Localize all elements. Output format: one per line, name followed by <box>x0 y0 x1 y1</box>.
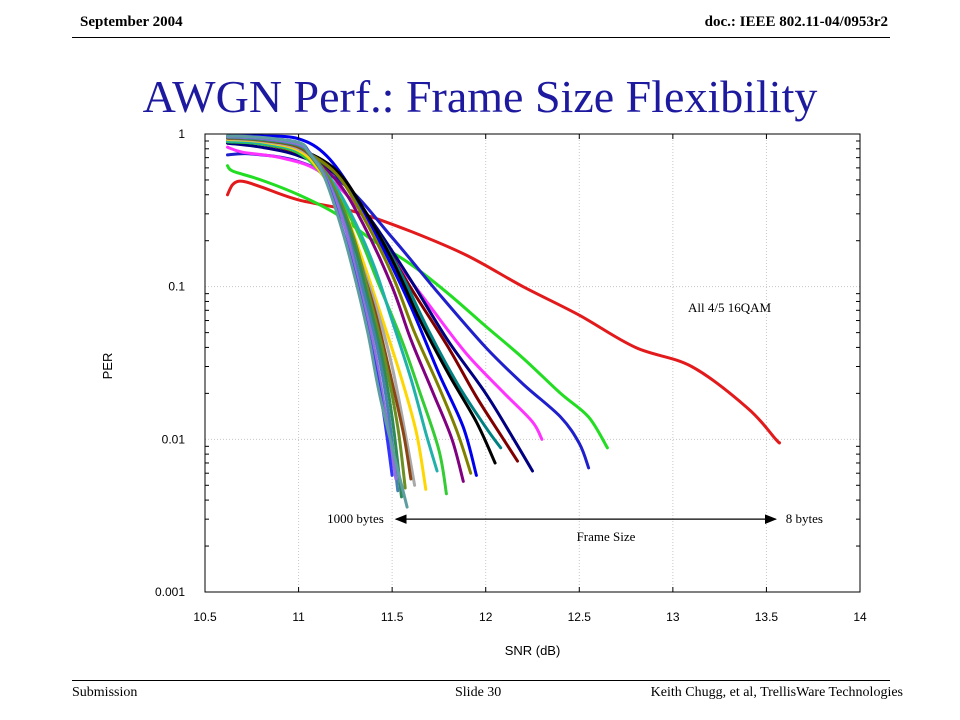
y-tick-label: 0.001 <box>155 585 185 599</box>
grid <box>205 134 860 592</box>
series-line-22 <box>226 134 409 509</box>
series-line-5 <box>226 141 534 473</box>
series-line-16 <box>226 136 413 481</box>
plot-frame <box>204 133 861 593</box>
x-tick-label: 13 <box>666 610 680 624</box>
annotation-all-45-16qam: All 4/5 16QAM <box>688 300 772 315</box>
y-axis-label: PER <box>100 353 115 380</box>
x-tick-label: 11 <box>292 610 305 624</box>
series-line-2 <box>226 164 609 450</box>
footer-authors: Keith Chugg, et al, TrellisWare Technolo… <box>650 685 903 700</box>
x-tick-label: 12.5 <box>568 610 592 624</box>
series-line-3 <box>226 152 591 470</box>
tick-marks <box>204 134 861 592</box>
header-divider <box>72 37 890 38</box>
footer-slide-number: Slide 30 <box>455 685 502 700</box>
series-line-1 <box>226 179 781 445</box>
header-date: September 2004 <box>80 14 183 30</box>
y-tick-label: 1 <box>178 127 185 141</box>
annotation-8-bytes: 8 bytes <box>786 511 823 526</box>
header-doc-id: doc.: IEEE 802.11-04/0953r2 <box>704 14 888 30</box>
x-tick-label: 11.5 <box>381 610 404 624</box>
x-tick-label: 10.5 <box>193 610 217 624</box>
x-tick-label: 13.5 <box>755 610 779 624</box>
x-tick-label: 14 <box>853 610 867 624</box>
footer-submission: Submission <box>72 685 138 700</box>
slide-title: AWGN Perf.: Frame Size Flexibility <box>142 71 818 122</box>
annotation-frame-size: Frame Size <box>577 529 636 544</box>
tick-labels: 10.5 11 11.5 12 12.5 13 13.5 14 1 0.1 0.01 0.001 <box>155 127 867 624</box>
y-tick-label: 0.01 <box>162 432 186 446</box>
series-line-8 <box>226 134 478 477</box>
series-group <box>226 134 781 509</box>
y-tick-label: 0.1 <box>168 280 185 294</box>
x-axis-label: SNR (dB) <box>505 643 561 658</box>
x-tick-label: 12 <box>479 610 493 624</box>
annotation-1000-bytes: 1000 bytes <box>327 511 384 526</box>
footer-divider <box>72 680 890 681</box>
